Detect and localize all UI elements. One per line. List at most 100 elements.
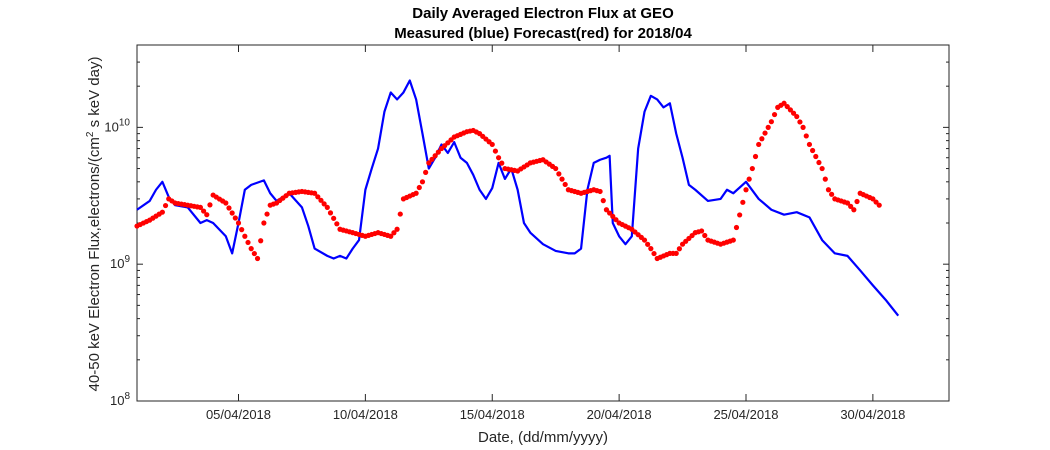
forecast-point — [397, 211, 403, 217]
forecast-point — [226, 205, 232, 211]
forecast-point — [239, 227, 245, 233]
forecast-point — [207, 202, 213, 208]
forecast-point — [768, 119, 774, 125]
forecast-point — [813, 153, 819, 160]
forecast-point — [419, 179, 426, 185]
forecast-point — [787, 107, 794, 113]
forecast-point — [248, 246, 254, 252]
forecast-flux-markers — [134, 100, 882, 262]
forecast-point — [432, 153, 438, 159]
forecast-point — [765, 124, 771, 130]
forecast-point — [613, 217, 619, 223]
forecast-point — [737, 212, 743, 218]
forecast-point — [426, 160, 432, 166]
forecast-point — [559, 176, 565, 182]
forecast-point — [829, 191, 835, 197]
forecast-point — [201, 208, 207, 214]
forecast-point — [394, 226, 400, 232]
forecast-point — [825, 187, 832, 193]
forecast-point — [803, 133, 809, 139]
forecast-point — [740, 199, 746, 205]
forecast-point — [162, 202, 169, 209]
y-tick-label-exponent: 9 — [124, 254, 130, 265]
forecast-point — [245, 239, 251, 246]
series-layer — [134, 79, 900, 317]
forecast-point — [597, 188, 603, 195]
forecast-point — [223, 200, 229, 206]
forecast-point — [264, 211, 270, 217]
forecast-point — [848, 203, 854, 209]
forecast-point — [556, 171, 562, 177]
forecast-point — [435, 149, 441, 155]
forecast-point — [197, 204, 204, 211]
forecast-point — [816, 159, 822, 166]
y-tick-label-base: 10 — [104, 119, 118, 134]
forecast-point — [797, 119, 803, 125]
forecast-point — [876, 202, 882, 208]
forecast-point — [762, 130, 768, 136]
forecast-point — [334, 221, 340, 227]
forecast-point — [495, 155, 502, 161]
forecast-point — [759, 136, 765, 142]
x-axis-label: Date, (dd/mm/yyyy) — [478, 429, 608, 446]
forecast-point — [756, 141, 762, 148]
x-tick-label: 25/04/2018 — [713, 407, 778, 422]
forecast-point — [413, 190, 419, 196]
forecast-point — [318, 197, 324, 203]
forecast-point — [242, 233, 248, 239]
forecast-point — [822, 176, 828, 182]
measured-flux-line — [136, 79, 900, 317]
forecast-point — [844, 200, 851, 206]
y-axis-label: 40-50 keV Electron Flux,electrons/(cm2 s… — [85, 57, 103, 392]
x-tick-label: 30/04/2018 — [840, 407, 905, 422]
forecast-point — [702, 232, 708, 239]
forecast-point — [771, 111, 778, 118]
forecast-point — [645, 241, 651, 247]
forecast-point — [204, 212, 210, 218]
forecast-point — [229, 210, 235, 216]
forecast-point — [321, 201, 327, 207]
x-tick-label: 05/04/2018 — [206, 407, 271, 422]
forecast-point — [698, 228, 705, 234]
forecast-point — [749, 165, 755, 172]
y-axis-label-part: 40-50 keV Electron Flux,electrons/(cm — [86, 137, 103, 391]
y-tick-label-exponent: 8 — [124, 391, 130, 402]
forecast-point — [810, 147, 816, 154]
chart-title-line-2: Measured (blue) Forecast(red) for 2018/0… — [394, 25, 692, 42]
forecast-point — [232, 215, 238, 221]
x-tick-label: 20/04/2018 — [587, 407, 652, 422]
forecast-point — [651, 250, 657, 257]
forecast-point — [258, 238, 264, 244]
forecast-point — [251, 250, 257, 257]
x-tick-label: 15/04/2018 — [460, 407, 525, 422]
forecast-point — [261, 220, 267, 226]
y-tick-label: 1010 — [104, 117, 130, 134]
forecast-point — [423, 169, 429, 175]
forecast-point — [312, 190, 318, 196]
forecast-point — [562, 181, 568, 188]
forecast-point — [429, 156, 435, 162]
forecast-point — [794, 113, 800, 120]
forecast-point — [851, 207, 857, 213]
forecast-point — [416, 184, 422, 191]
forecast-point — [641, 237, 648, 243]
x-tick-label: 10/04/2018 — [333, 407, 398, 422]
forecast-point — [327, 210, 334, 216]
forecast-point — [806, 141, 813, 148]
forecast-point — [331, 215, 337, 221]
forecast-point — [324, 204, 330, 211]
forecast-point — [790, 110, 797, 116]
forecast-point — [254, 255, 261, 262]
y-tick-label-base: 10 — [110, 393, 124, 408]
y-tick-label-base: 10 — [110, 256, 124, 271]
forecast-point — [873, 199, 879, 205]
forecast-point — [870, 196, 876, 202]
y-axis-label-part: s keV day) — [86, 57, 103, 132]
forecast-point — [315, 194, 321, 200]
forecast-point — [784, 103, 790, 110]
forecast-point — [648, 246, 654, 252]
forecast-point — [607, 210, 613, 216]
forecast-point — [489, 141, 495, 148]
